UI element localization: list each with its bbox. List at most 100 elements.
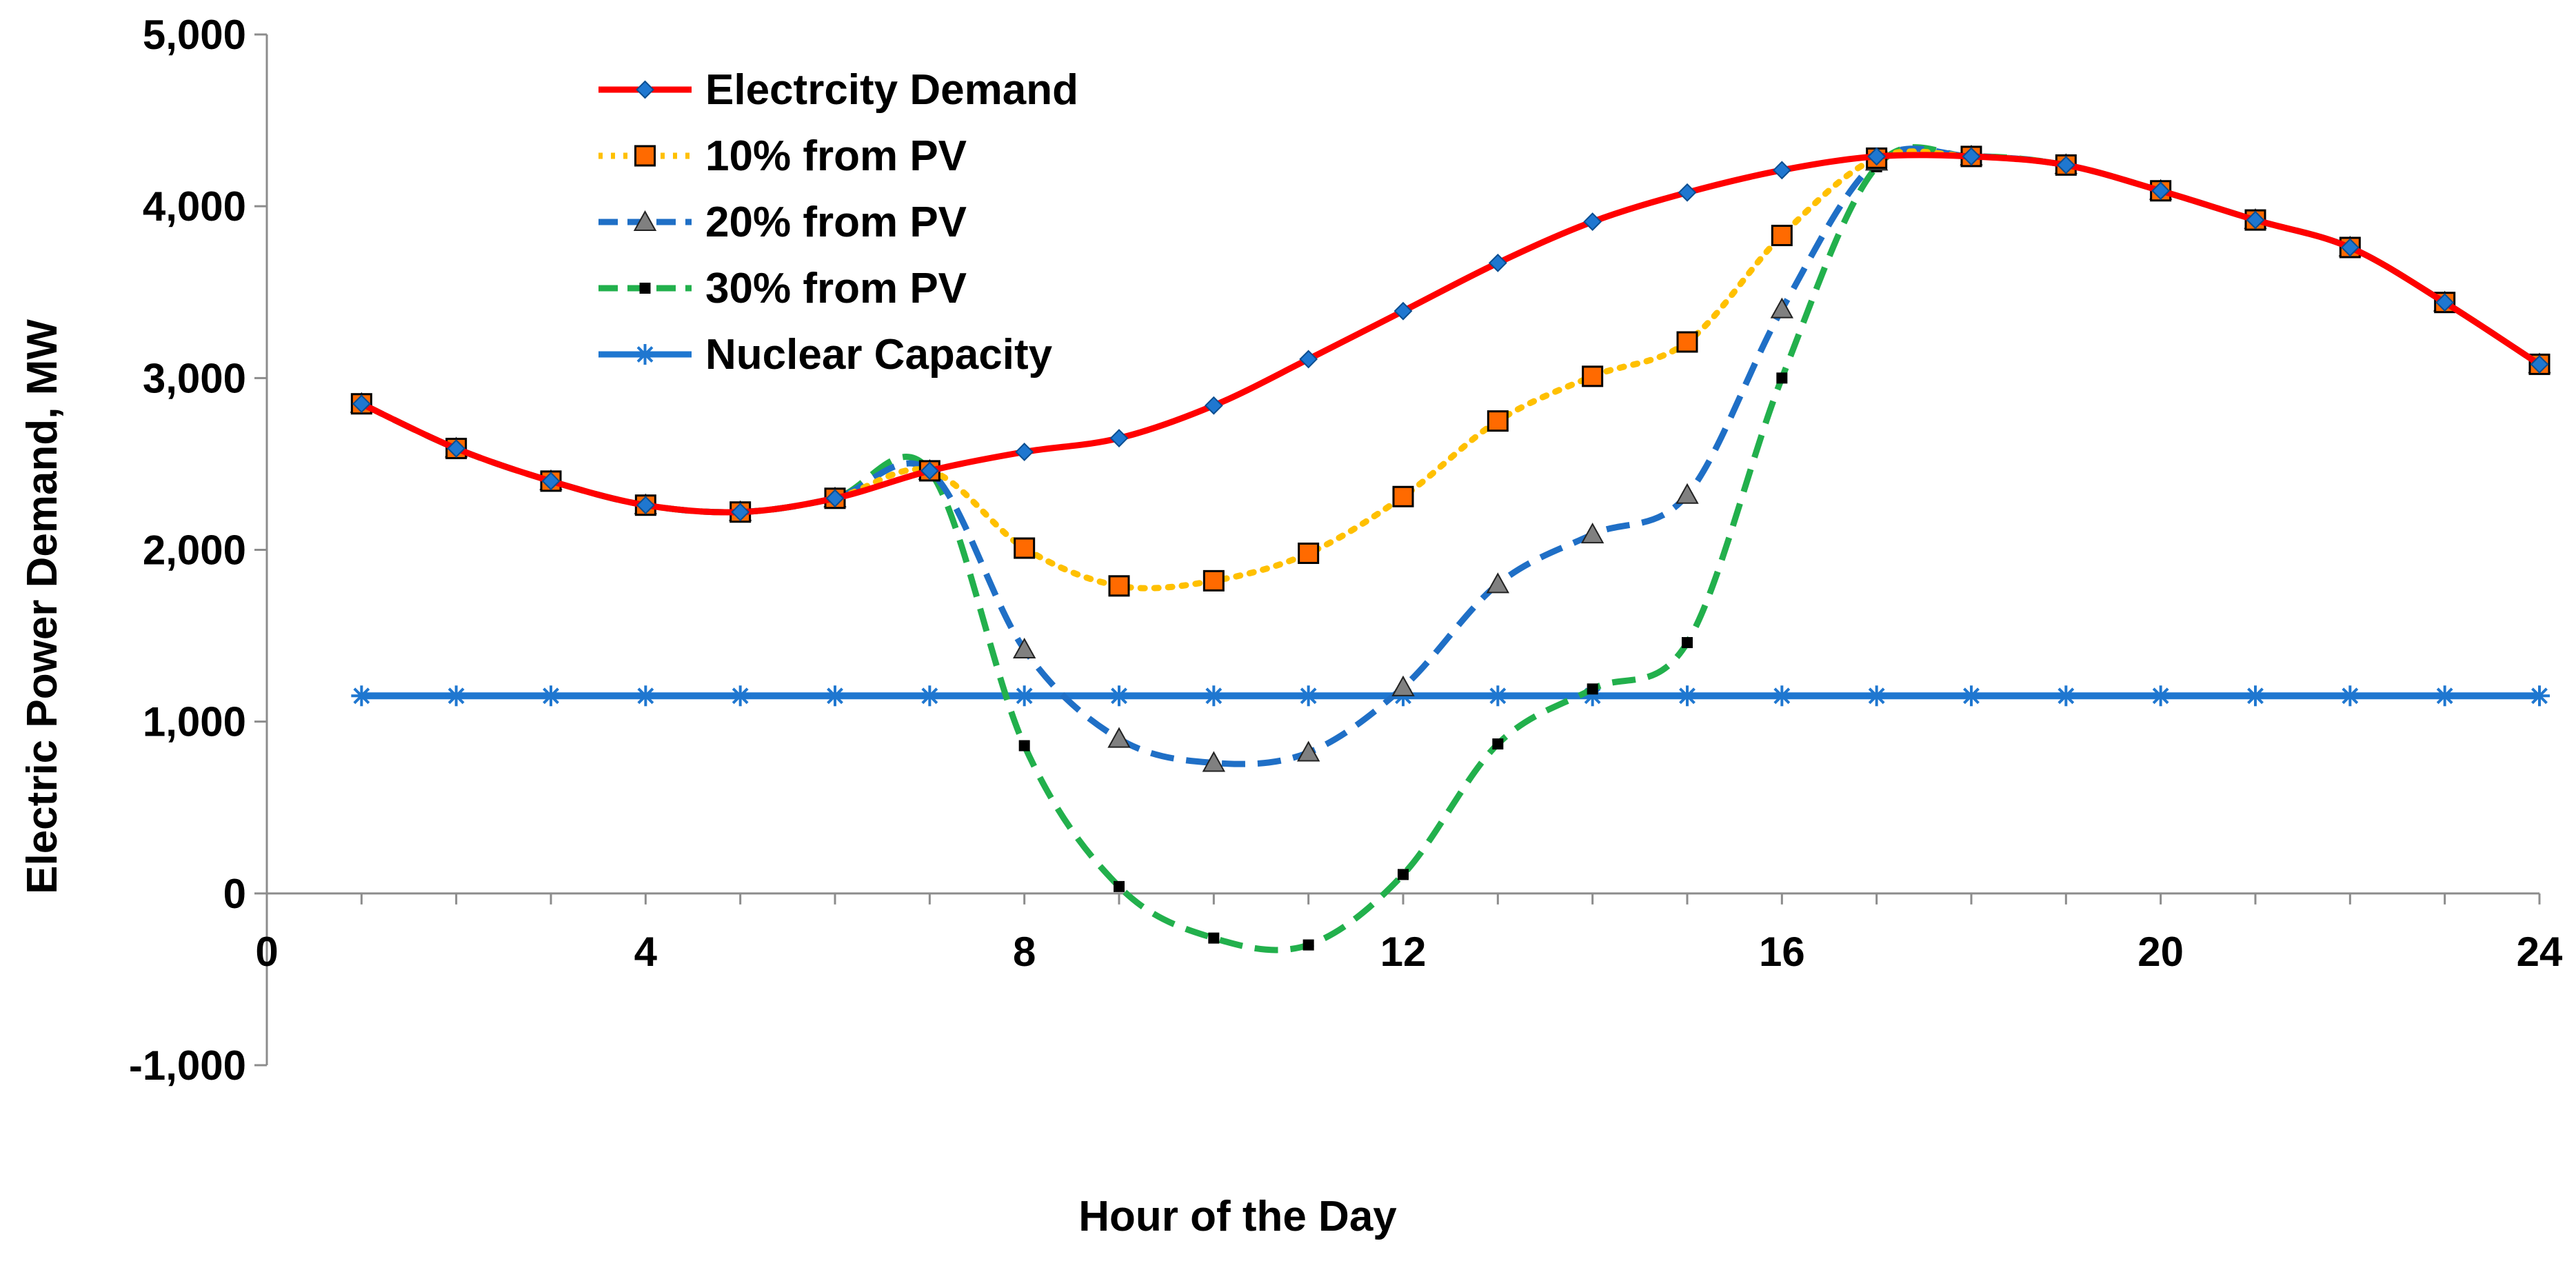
data-point <box>1107 727 1131 748</box>
data-point <box>1961 685 1982 707</box>
data-point <box>1204 396 1223 415</box>
data-point <box>2245 685 2266 707</box>
legend-item-electrcity-demand: Electrcity Demand <box>598 66 1078 114</box>
data-point <box>1018 740 1030 751</box>
series-30-from-pv <box>356 144 2545 954</box>
x-tick-label: 4 <box>634 929 658 975</box>
data-point <box>1772 161 1791 180</box>
data-point <box>1492 738 1504 750</box>
legend-marker <box>636 80 654 99</box>
legend-marker <box>633 210 657 231</box>
data-point <box>1677 685 1698 707</box>
data-point <box>1770 297 1794 319</box>
data-point <box>1678 183 1697 202</box>
data-point <box>1298 685 1319 707</box>
data-point <box>1298 542 1320 564</box>
data-point <box>1771 685 1793 707</box>
series-line <box>360 144 2542 954</box>
data-point <box>1114 880 1125 892</box>
data-point <box>1682 637 1693 649</box>
data-point <box>2056 155 2075 174</box>
data-point <box>1012 637 1036 659</box>
y-tick-label: 4,000 <box>143 183 246 230</box>
legend-item-20-from-pv: 20% from PV <box>598 199 967 246</box>
data-point <box>541 472 561 491</box>
data-point <box>1776 372 1788 384</box>
x-tick-label: 16 <box>1759 929 1805 975</box>
data-point <box>825 489 845 508</box>
data-point <box>825 685 845 707</box>
data-point <box>1488 253 1507 272</box>
data-point <box>2529 685 2550 707</box>
data-point <box>1296 740 1320 762</box>
data-point <box>1202 751 1226 772</box>
data-point <box>1583 212 1602 232</box>
data-point <box>447 439 466 458</box>
data-point <box>1015 443 1034 461</box>
series-line <box>358 148 2543 592</box>
data-point <box>2246 210 2265 230</box>
axes: -1,000 0 1,000 2,000 3,000 4,000 5,000 0 4 8 12 16 2… <box>129 12 2563 1089</box>
data-point <box>541 685 561 707</box>
data-point <box>445 685 467 707</box>
x-tick-label: 24 <box>2517 929 2563 975</box>
legend: Electrcity Demand 10% from PV 20% from PV 3… <box>598 66 1078 379</box>
data-point <box>1014 537 1036 559</box>
data-point <box>920 461 939 481</box>
data-point <box>1676 483 1699 504</box>
data-point <box>1109 685 1129 707</box>
data-point <box>731 503 750 522</box>
data-point <box>1487 685 1509 707</box>
legend-item-10-from-pv: 10% from PV <box>598 132 967 180</box>
data-point <box>1582 365 1604 387</box>
data-point <box>2340 238 2359 257</box>
data-point <box>1299 350 1318 369</box>
x-tick-label: 0 <box>255 929 278 975</box>
legend-item-nuclear-capacity: Nuclear Capacity <box>598 331 1053 379</box>
data-point <box>351 685 372 707</box>
data-point <box>919 685 940 707</box>
y-tick-label: 2,000 <box>143 527 246 574</box>
legend-label: 20% from PV <box>705 199 967 246</box>
series-10-from-pv <box>350 145 2550 597</box>
data-point <box>1208 932 1220 944</box>
data-point <box>1302 939 1314 951</box>
data-point <box>1203 685 1225 707</box>
data-point <box>1676 331 1698 353</box>
data-point <box>1587 683 1598 695</box>
y-tick-label: 0 <box>223 871 246 917</box>
legend-marker <box>639 283 651 294</box>
legend-label: Nuclear Capacity <box>705 331 1053 379</box>
data-point <box>1771 225 1793 247</box>
legend-item-30-from-pv: 30% from PV <box>598 265 967 312</box>
y-tick-label: 5,000 <box>143 12 246 58</box>
data-point <box>1108 575 1130 597</box>
data-point <box>1487 410 1509 432</box>
data-point <box>729 685 751 707</box>
data-point <box>1109 429 1129 447</box>
data-point <box>1867 147 1886 166</box>
data-point <box>1393 301 1413 321</box>
y-tick-label: -1,000 <box>129 1042 246 1089</box>
data-point <box>2435 293 2455 312</box>
data-point <box>1580 523 1604 544</box>
data-point <box>2434 685 2455 707</box>
series-line <box>358 152 2543 516</box>
y-axis-title: Electric Power Demand, MW <box>19 319 66 894</box>
legend-marker <box>634 145 656 167</box>
data-point <box>1398 869 1409 880</box>
legend-label: 30% from PV <box>705 265 967 312</box>
x-axis-title: Hour of the Day <box>1078 1193 1397 1240</box>
x-tick-label: 20 <box>2137 929 2184 975</box>
series-electrcity-demand <box>352 147 2549 522</box>
data-point <box>1014 685 1035 707</box>
data-point <box>352 394 371 414</box>
data-point <box>1866 685 1887 707</box>
data-point <box>1962 147 1981 166</box>
y-tick-label: 1,000 <box>143 699 246 745</box>
data-point <box>2151 181 2171 201</box>
series-layer <box>350 144 2551 954</box>
y-tick-label: 3,000 <box>143 355 246 401</box>
